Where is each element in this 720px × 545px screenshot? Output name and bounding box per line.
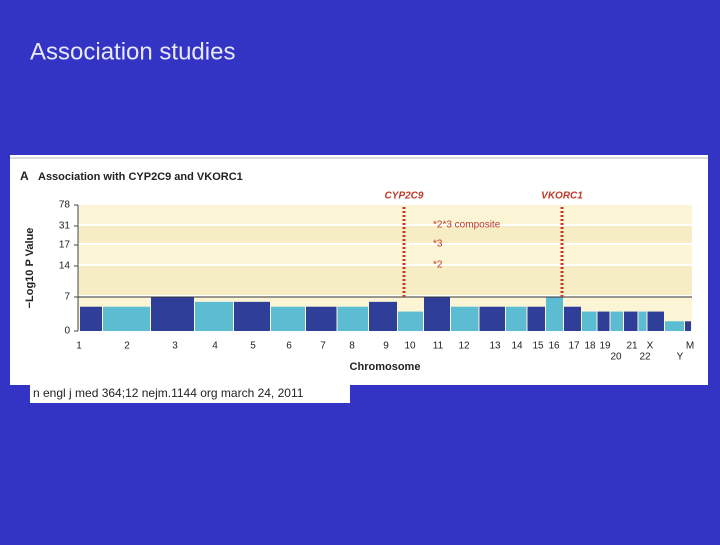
hit-label: CYP2C9	[385, 191, 424, 202]
band	[78, 245, 692, 264]
x-tick-label: 6	[286, 341, 292, 352]
y-tick-label: 14	[59, 261, 71, 272]
x-tick-label: 17	[568, 341, 580, 352]
chromosome-bar	[103, 306, 150, 331]
chromosome-bar	[80, 306, 102, 331]
chromosome-bar	[195, 301, 233, 331]
chart-title: Association with CYP2C9 and VKORC1	[38, 171, 243, 183]
chromosome-bar	[582, 311, 597, 331]
chromosome-bar	[527, 306, 545, 331]
x-tick-label: 21	[626, 341, 638, 352]
chromosome-bar	[564, 306, 581, 331]
x-tick-label: 8	[349, 341, 355, 352]
band	[78, 205, 692, 224]
caption: n engl j med 364;12 nejm.1144 org march …	[33, 386, 304, 400]
chromosome-bar	[597, 311, 610, 331]
x-tick-label: 14	[511, 341, 523, 352]
caption-strip	[30, 385, 350, 403]
hit-label: VKORC1	[541, 191, 583, 202]
chromosome-bar	[151, 297, 194, 331]
panel-letter: A	[20, 169, 29, 183]
x-tick-label: M	[686, 341, 694, 352]
band	[78, 226, 692, 243]
chromosome-bar	[479, 306, 505, 331]
x-tick-label: 2	[124, 341, 130, 352]
y-axis-label: −Log10 P Value	[24, 228, 36, 309]
x-tick-label: 12	[458, 341, 470, 352]
chromosome-bar	[506, 306, 527, 331]
y-tick-label: 7	[64, 292, 70, 303]
x-tick-label: Y	[677, 352, 684, 363]
chromosome-bar	[665, 321, 684, 331]
chromosome-bar	[638, 311, 647, 331]
x-tick-label: 5	[250, 341, 256, 352]
chromosome-bar	[306, 306, 337, 331]
chromosome-bar	[546, 297, 563, 331]
x-axis-label: Chromosome	[350, 361, 421, 373]
annotation: *2*3 composite	[433, 220, 501, 231]
x-tick-label: 22	[639, 352, 651, 363]
y-tick-label: 17	[59, 240, 71, 251]
chromosome-bar	[234, 301, 270, 331]
annotation: *3	[433, 239, 443, 250]
y-tick-label: 78	[59, 200, 71, 211]
slide-title: Association studies	[30, 38, 235, 65]
x-tick-label: 7	[320, 341, 326, 352]
chromosome-bar	[369, 301, 397, 331]
x-tick-label: 4	[212, 341, 218, 352]
chromosome-bar	[424, 297, 450, 331]
chromosome-bar	[398, 311, 423, 331]
x-tick-label: 18	[584, 341, 596, 352]
x-tick-label: 10	[404, 341, 416, 352]
chromosome-bar	[337, 306, 368, 331]
x-tick-label: 3	[172, 341, 178, 352]
x-tick-label: 1	[76, 341, 82, 352]
chromosome-bar	[610, 311, 623, 331]
x-tick-label: 13	[489, 341, 501, 352]
y-tick-label: 31	[59, 221, 71, 232]
chromosome-bar	[271, 306, 305, 331]
chromosome-bar	[451, 306, 479, 331]
band	[78, 266, 692, 295]
x-tick-label: 19	[599, 341, 611, 352]
chromosome-bar	[624, 311, 638, 331]
annotation: *2	[433, 260, 443, 271]
x-tick-label: 11	[433, 341, 444, 352]
x-tick-label: X	[647, 341, 654, 352]
x-tick-label: 16	[548, 341, 560, 352]
x-tick-label: 20	[610, 352, 622, 363]
chromosome-bar	[685, 321, 691, 331]
chromosome-bar	[647, 311, 664, 331]
x-tick-label: 9	[383, 341, 389, 352]
y-tick-label: 0	[64, 326, 70, 337]
x-tick-label: 15	[532, 341, 544, 352]
